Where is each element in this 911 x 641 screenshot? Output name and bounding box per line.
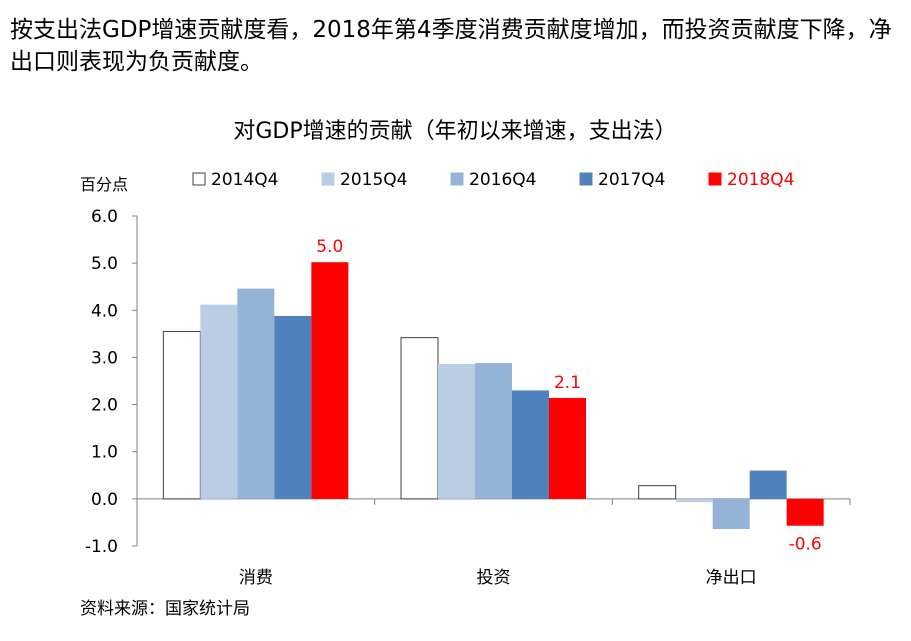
y-tick-label: 0.0: [91, 490, 118, 510]
y-tick-label: 3.0: [91, 348, 118, 368]
y-tick-label: 6.0: [91, 207, 118, 227]
chart-title: 对GDP增速的贡献（年初以来增速，支出法）: [233, 119, 676, 144]
bar: [438, 364, 475, 499]
data-label: -0.6: [789, 535, 822, 555]
bar: [512, 390, 549, 499]
data-label: 5.0: [316, 237, 343, 257]
y-tick-label: 1.0: [91, 443, 118, 463]
bar: [200, 304, 238, 499]
bar: [786, 498, 824, 526]
x-category-label: 净出口: [706, 568, 757, 588]
legend-label: 2016Q4: [469, 170, 536, 190]
legend-swatch: [321, 172, 335, 186]
y-tick-label: 4.0: [91, 301, 118, 321]
bar: [549, 397, 586, 499]
legend-swatch: [579, 172, 593, 186]
y-axis-unit-label: 百分点: [80, 175, 128, 194]
bar: [475, 363, 512, 499]
data-label: 2.1: [554, 373, 581, 393]
bar: [712, 498, 750, 530]
bar: [638, 485, 677, 500]
bar: [274, 315, 312, 499]
legend-swatch: [708, 172, 722, 186]
legend-swatch: [450, 172, 464, 186]
source-note: 资料来源：国家统计局: [80, 599, 250, 619]
x-category-label: 消费: [239, 568, 273, 588]
x-category-label: 投资: [477, 568, 511, 588]
legend-label: 2015Q4: [340, 170, 407, 190]
headline: 按支出法GDP增速贡献度看，2018年第4季度消费贡献度增加，而投资贡献度下降，…: [10, 17, 892, 75]
y-tick-label: -1.0: [85, 537, 118, 557]
legend-swatch: [192, 172, 206, 186]
legend-label: 2014Q4: [211, 170, 278, 190]
bar: [749, 470, 787, 499]
y-tick-label: 2.0: [91, 396, 118, 416]
y-tick-label: 5.0: [91, 254, 118, 274]
bar: [400, 337, 439, 500]
bar: [311, 262, 349, 499]
legend-label: 2017Q4: [598, 170, 665, 190]
legend-label: 2018Q4: [727, 170, 794, 190]
bar: [675, 498, 713, 503]
bar: [237, 288, 275, 499]
bar: [162, 331, 201, 500]
